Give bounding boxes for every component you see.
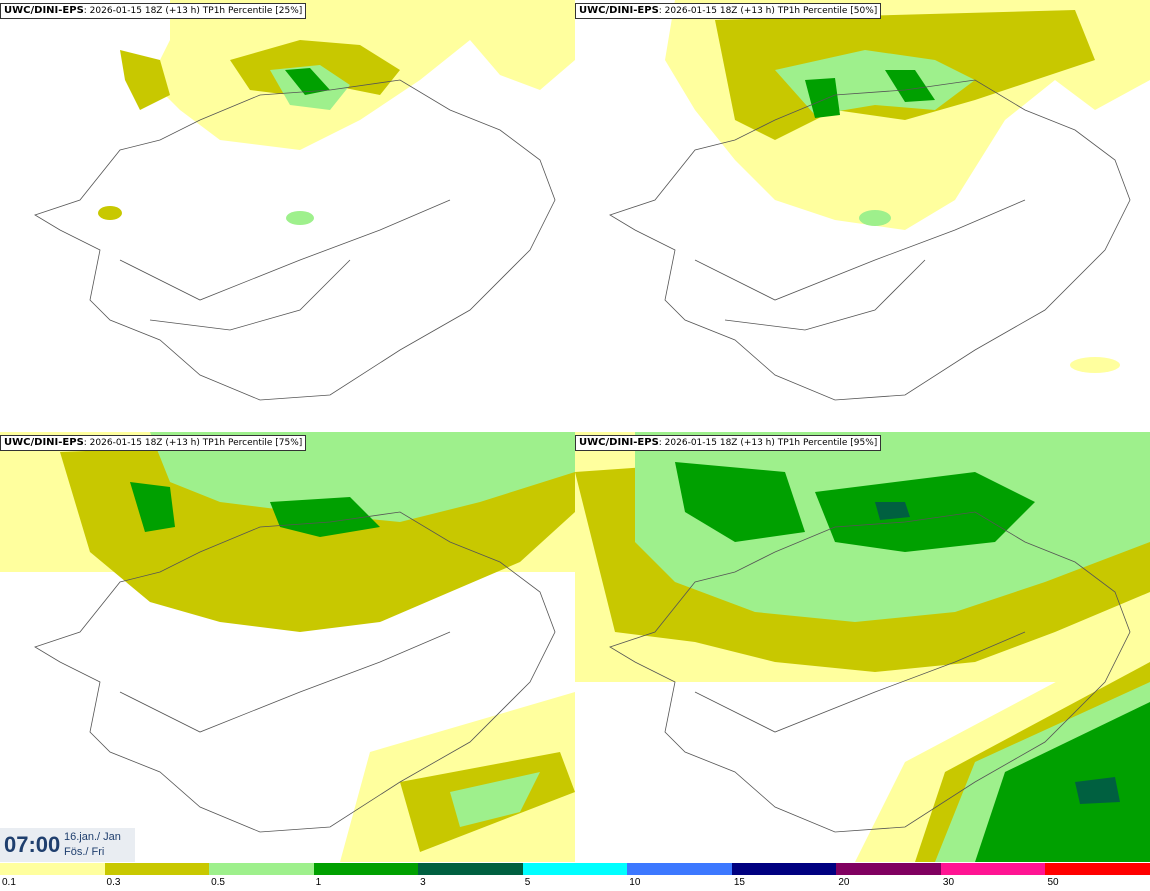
colorscale-swatch [0, 863, 105, 875]
valid-time-box: 07:00 16.jan./ Jan Fös./ Fri [0, 828, 135, 862]
model-label: UWC/DINI-EPS [4, 437, 84, 448]
colorscale-swatch [522, 863, 628, 875]
colorscale-swatch [418, 863, 524, 875]
colorscale-tick-label: 1 [315, 877, 322, 888]
valid-date: 16.jan./ Jan Fös./ Fri [64, 830, 121, 860]
field-label: TP1h Percentile [75%] [202, 438, 303, 448]
run-subtitle: 2026-01-15 18Z (+13 h) [89, 6, 200, 16]
precip-map-p25 [34, 0, 575, 401]
colorscale-legend: 0.1 0.3 0.5 1 3 5 10 15 20 30 50 [0, 863, 1150, 891]
colorscale-swatch [313, 863, 419, 875]
colorscale-swatch [940, 863, 1046, 875]
colorscale-tick-label: 20 [838, 877, 850, 888]
field-label: TP1h Percentile [95%] [777, 438, 878, 448]
model-label: UWC/DINI-EPS [4, 5, 84, 16]
colorscale-swatch [1045, 863, 1150, 875]
panel-title-p50: UWC/DINI-EPS: 2026-01-15 18Z (+13 h) TP1… [575, 3, 882, 19]
run-subtitle: 2026-01-15 18Z (+13 h) [664, 6, 775, 16]
panel-title-p75: UWC/DINI-EPS: 2026-01-15 18Z (+13 h) TP1… [0, 435, 307, 451]
model-label: UWC/DINI-EPS [579, 437, 659, 448]
map-panel-p25: UWC/DINI-EPS: 2026-01-15 18Z (+13 h) TP1… [0, 0, 575, 430]
colorscale-tick-label: 0.1 [2, 877, 16, 888]
panel-title-p95: UWC/DINI-EPS: 2026-01-15 18Z (+13 h) TP1… [575, 435, 882, 451]
panel-title-p25: UWC/DINI-EPS: 2026-01-15 18Z (+13 h) TP1… [0, 3, 307, 19]
precip-map-p75 [0, 432, 575, 862]
colorscale-tick-label: 5 [524, 877, 531, 888]
map-panel-p95: UWC/DINI-EPS: 2026-01-15 18Z (+13 h) TP1… [575, 432, 1150, 862]
colorscale-swatch [209, 863, 315, 875]
colorscale-tick-label: 0.5 [211, 877, 225, 888]
field-label: TP1h Percentile [25%] [202, 6, 303, 16]
precip-map-p95 [575, 432, 1150, 862]
colorscale-swatch [731, 863, 837, 875]
colorscale-tick-label: 10 [629, 877, 641, 888]
colorscale-swatch [104, 863, 210, 875]
valid-date-line1: 16.jan./ Jan [64, 831, 121, 843]
model-label: UWC/DINI-EPS [579, 5, 659, 16]
colorscale-tick-label: 0.3 [106, 877, 121, 888]
colorscale-swatch [627, 863, 733, 875]
valid-date-line2: Fös./ Fri [64, 846, 105, 858]
colorscale-tick-label: 50 [1047, 877, 1059, 888]
field-label: TP1h Percentile [50%] [777, 6, 878, 16]
colorscale-tick-label: 30 [942, 877, 955, 888]
map-panel-p50: UWC/DINI-EPS: 2026-01-15 18Z (+13 h) TP1… [575, 0, 1150, 430]
run-subtitle: 2026-01-15 18Z (+13 h) [89, 438, 200, 448]
colorscale-tick-label: 15 [733, 877, 745, 888]
precip-map-p50 [609, 0, 1150, 401]
map-panel-p75: UWC/DINI-EPS: 2026-01-15 18Z (+13 h) TP1… [0, 432, 575, 862]
colorscale-swatch [836, 863, 942, 875]
colorscale-tick-label: 3 [420, 877, 426, 888]
valid-time: 07:00 [4, 832, 61, 857]
run-subtitle: 2026-01-15 18Z (+13 h) [664, 438, 775, 448]
